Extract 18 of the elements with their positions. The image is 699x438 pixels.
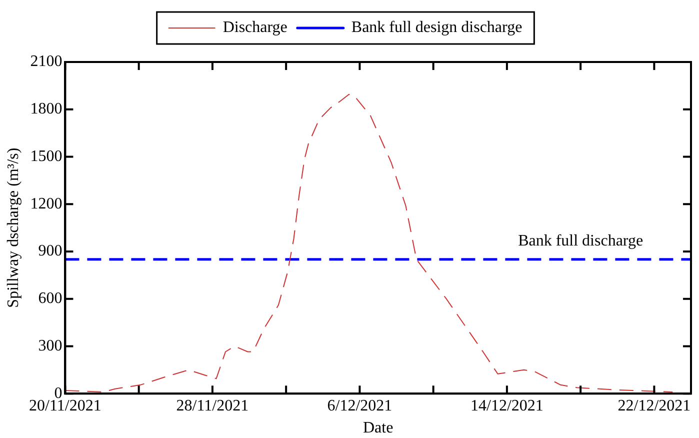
x-axis-title: Date <box>363 420 394 437</box>
annotation: Bank full discharge <box>518 232 644 250</box>
line-series <box>65 94 674 393</box>
y-tick-label: 900 <box>38 242 62 260</box>
y-tick-label: 600 <box>38 290 62 308</box>
y-tick-label: 1200 <box>30 195 62 212</box>
x-tick-label: 6/12/2021 <box>327 397 392 414</box>
x-tick-label: 28/11/2021 <box>176 397 249 414</box>
legend-label: Discharge <box>222 19 288 36</box>
x-tick-label: 20/11/2021 <box>29 397 102 414</box>
y-tick-label: 2100 <box>30 53 62 70</box>
y-tick-label: 300 <box>38 337 62 354</box>
x-tick-label: 14/12/2021 <box>470 397 544 414</box>
y-tick-label: 1800 <box>30 100 62 118</box>
legend-label: Bank full design discharge <box>351 19 522 36</box>
x-tick-label: 22/12/2021 <box>618 397 691 414</box>
y-tick-label: 1500 <box>30 148 62 165</box>
y-axis-title: Spillway dscharge (m³/s) <box>4 148 22 308</box>
